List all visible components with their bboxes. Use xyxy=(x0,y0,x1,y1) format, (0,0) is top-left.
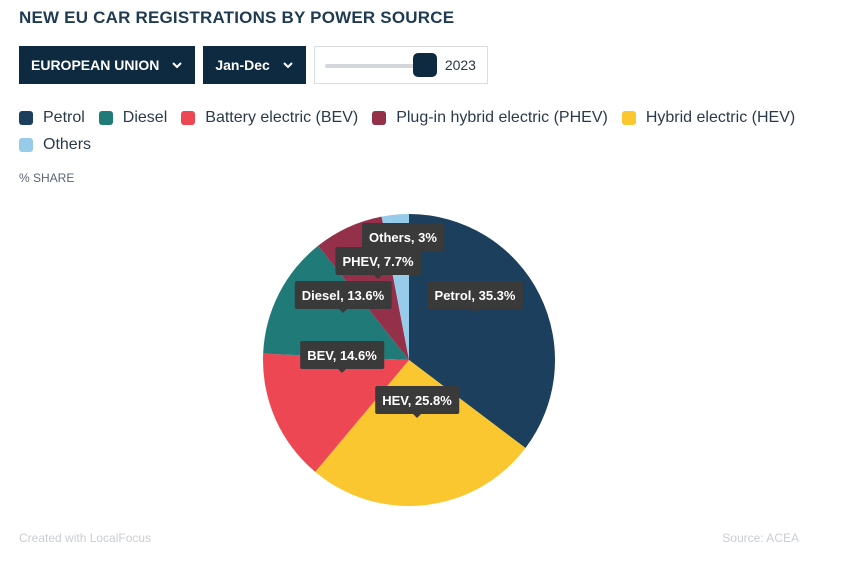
pie-slice-hev[interactable] xyxy=(315,360,526,506)
slice-label-phev: PHEV, 7.7% xyxy=(335,247,421,279)
legend-label: Battery electric (BEV) xyxy=(205,109,359,126)
slice-label-box xyxy=(294,281,392,309)
slice-label-text: PHEV, 7.7% xyxy=(342,254,414,269)
slice-label-hev: HEV, 25.8% xyxy=(375,386,460,418)
chevron-down-icon xyxy=(172,62,183,69)
legend-item[interactable]: Hybrid electric (HEV) xyxy=(621,106,796,130)
legend-item[interactable]: Battery electric (BEV) xyxy=(181,106,358,130)
legend-swatch xyxy=(19,111,33,125)
year-value: 2023 xyxy=(444,57,476,73)
legend-item[interactable]: Diesel xyxy=(98,106,168,130)
slice-label-box xyxy=(335,247,421,275)
legend-swatch xyxy=(98,111,113,125)
legend-label: Others xyxy=(43,136,92,153)
source-text: Source: ACEA xyxy=(722,531,799,545)
pie-slice-bev[interactable] xyxy=(263,353,409,472)
slice-label-diesel: Diesel, 13.6% xyxy=(294,281,392,313)
year-slider-track[interactable] xyxy=(324,64,423,68)
slice-label-pointer xyxy=(374,275,382,279)
pie-slice-petrol[interactable] xyxy=(409,214,555,449)
slice-label-text: HEV, 25.8% xyxy=(382,393,452,408)
region-dropdown[interactable]: EUROPEAN UNION xyxy=(19,46,196,84)
region-dropdown-label: EUROPEAN UNION xyxy=(31,57,160,73)
slice-label-pointer xyxy=(338,369,346,373)
credit-text: Created with LocalFocus xyxy=(19,531,152,545)
slice-label-box xyxy=(375,386,460,414)
legend-item[interactable]: Plug-in hybrid electric (PHEV) xyxy=(372,106,608,130)
slice-label-pointer xyxy=(399,251,407,255)
controls-bar: EUROPEAN UNION Jan-Dec 2023 xyxy=(19,46,488,84)
slice-label-text: BEV, 14.6% xyxy=(307,348,377,363)
legend-label: Diesel xyxy=(122,109,168,126)
slice-label-petrol: Petrol, 35.3% xyxy=(427,281,523,313)
year-slider[interactable]: 2023 xyxy=(313,46,488,84)
year-slider-handle[interactable] xyxy=(412,53,437,77)
slice-label-bev: BEV, 14.6% xyxy=(300,341,385,373)
legend-label: Plug-in hybrid electric (PHEV) xyxy=(396,109,608,126)
slice-label-pointer xyxy=(471,309,479,313)
slice-label-box xyxy=(427,281,523,309)
slice-label-pointer xyxy=(339,309,347,313)
slice-label-pointer xyxy=(413,414,421,418)
slice-label-box xyxy=(300,341,385,369)
legend-swatch xyxy=(181,111,196,125)
legend-swatch xyxy=(621,111,636,125)
unit-label: % SHARE xyxy=(19,171,75,185)
slice-label-text: Others, 3% xyxy=(369,230,437,245)
legend-item[interactable]: Petrol xyxy=(19,106,85,130)
legend-swatch xyxy=(19,138,33,152)
slice-label-text: Petrol, 35.3% xyxy=(435,288,516,303)
legend-label: Petrol xyxy=(43,109,85,126)
legend-item[interactable]: Others xyxy=(19,133,91,157)
period-dropdown-label: Jan-Dec xyxy=(215,57,270,73)
chart-title: NEW EU CAR REGISTRATIONS BY POWER SOURCE xyxy=(19,8,455,27)
chevron-down-icon xyxy=(283,62,293,69)
legend-swatch xyxy=(372,111,387,125)
period-dropdown[interactable]: Jan-Dec xyxy=(203,46,306,84)
legend-label: Hybrid electric (HEV) xyxy=(645,109,796,126)
slice-label-text: Diesel, 13.6% xyxy=(302,288,385,303)
slice-label-box xyxy=(362,223,445,251)
slice-label-others: Others, 3% xyxy=(362,223,445,255)
legend: Petrol Diesel Battery electric (BEV) Plug-i… xyxy=(19,106,819,160)
